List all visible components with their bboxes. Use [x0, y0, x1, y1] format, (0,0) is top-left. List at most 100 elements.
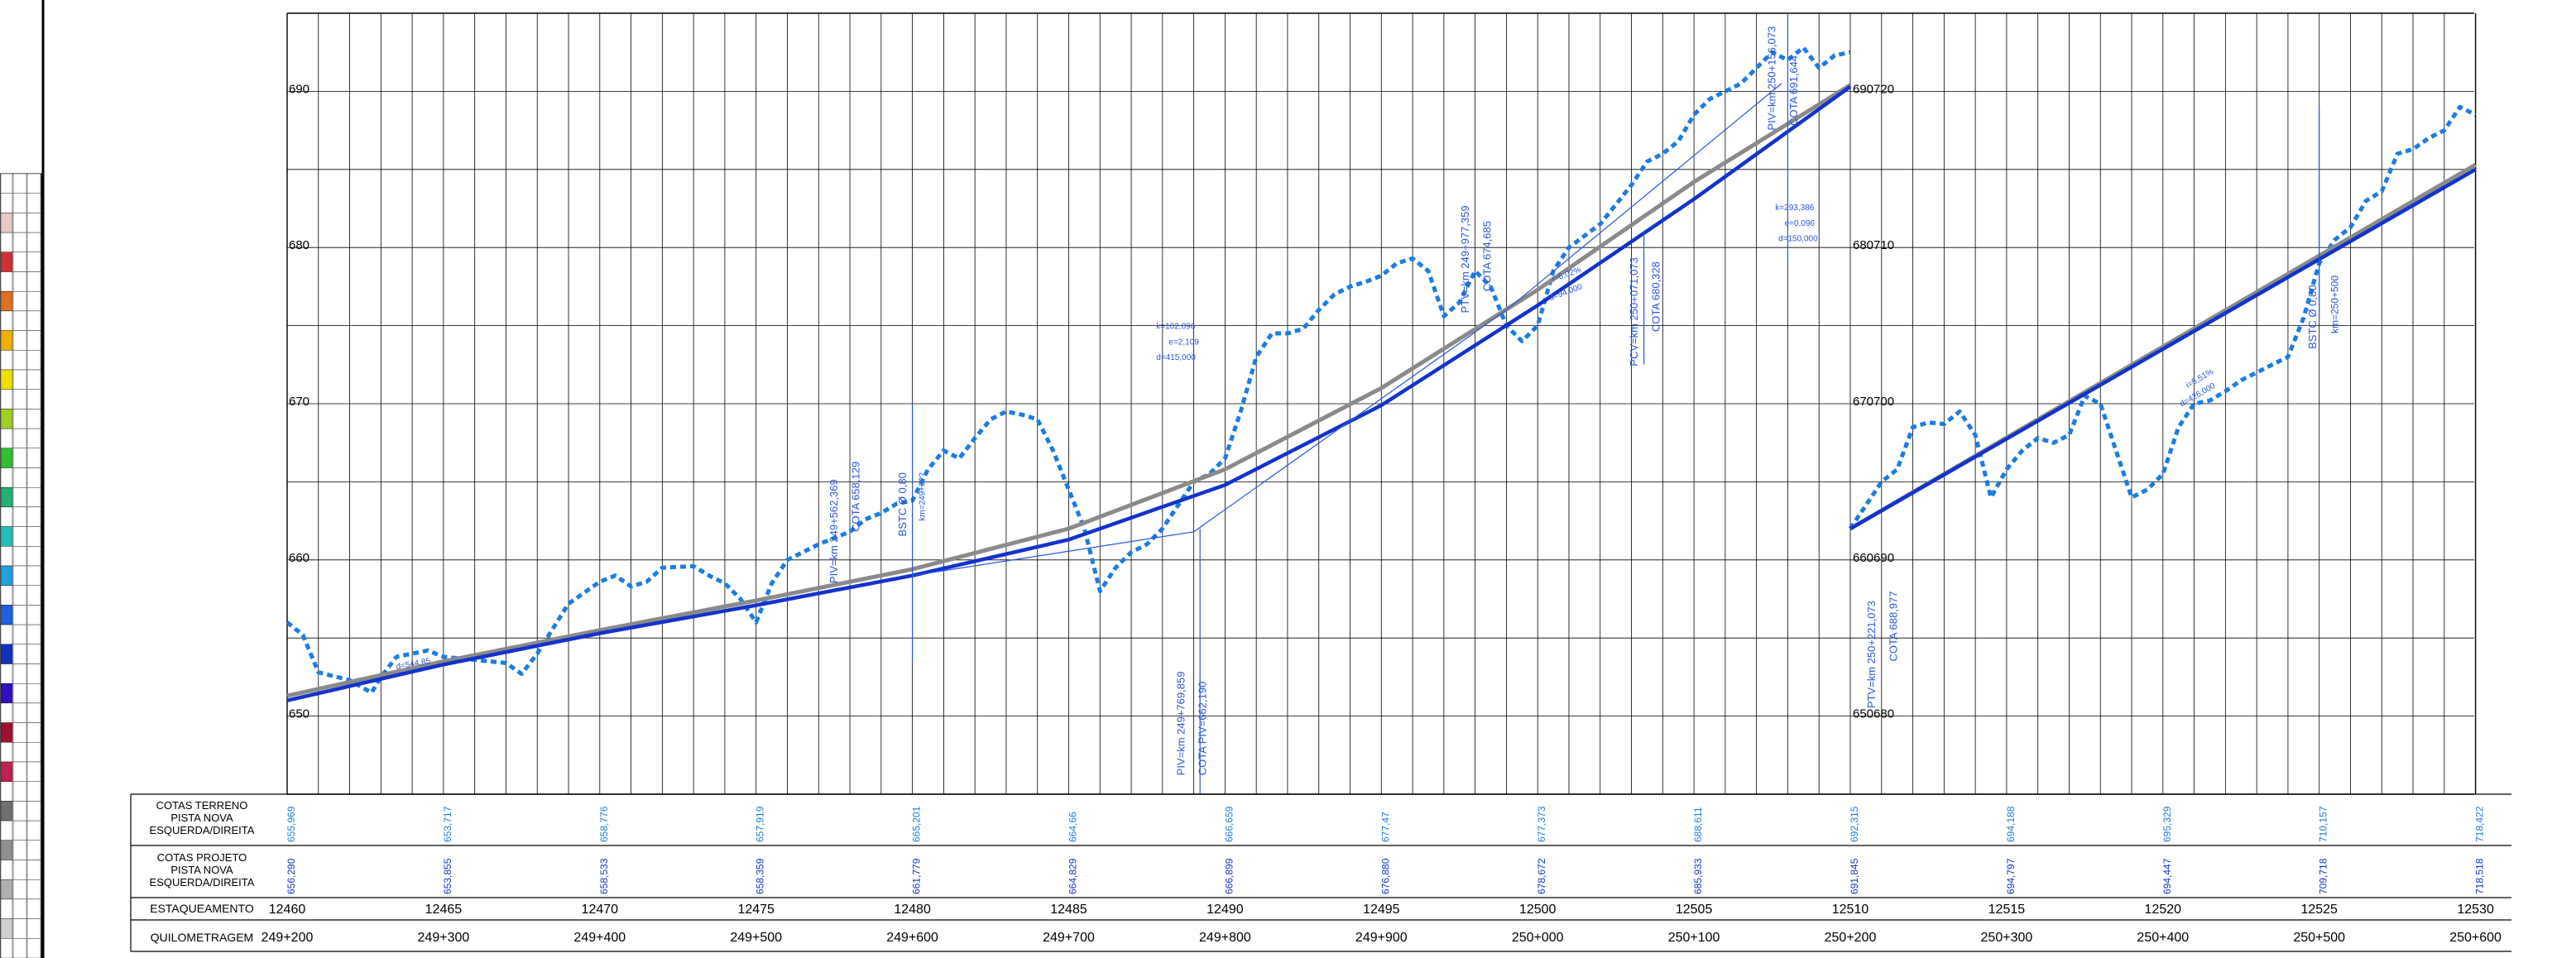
- station-value: 12495: [1363, 903, 1400, 917]
- legend-swatch: [0, 898, 13, 919]
- legend-swatch: [0, 369, 13, 390]
- terrain-elevation-value: 694,188: [2005, 806, 2017, 842]
- vertical-annotation: PIV=km 249+562,369: [827, 479, 840, 583]
- terrain-elevation-value: 718,422: [2474, 806, 2486, 842]
- profile-series: [285, 46, 2477, 702]
- design-row-label: COTAS PROJETO: [157, 851, 247, 864]
- terrain-elevation-value: 710,157: [2318, 806, 2329, 842]
- legend-swatch: [0, 860, 13, 880]
- vertical-annotation: COTA 674,685: [1480, 221, 1493, 291]
- vertical-curve-annotations: PIV=km 249+562,369 COTA 658,129 BSTC Ø 0,8…: [396, 13, 2340, 794]
- legend-swatch-cell: [26, 173, 41, 194]
- legend-swatch: [0, 585, 13, 606]
- legend-swatch: [0, 487, 13, 508]
- legend-swatch-cell: [26, 898, 41, 919]
- legend-swatch-cell: [12, 585, 27, 606]
- station-value: 12475: [737, 903, 775, 917]
- legend-swatch-cell: [12, 350, 27, 371]
- legend-swatch: [0, 409, 13, 429]
- legend-swatch: [0, 624, 13, 644]
- station-value: 12500: [1519, 903, 1557, 917]
- legend-swatch-cell: [12, 448, 27, 468]
- km-value: 249+400: [573, 931, 626, 945]
- legend-swatch-cell: [26, 918, 41, 939]
- legend-swatch-cell: [26, 683, 41, 704]
- color-legend-strip: [0, 173, 42, 958]
- curve-parameter-label: e=2,109: [1168, 338, 1199, 347]
- legend-swatch-cell: [12, 565, 27, 586]
- station-value: 12520: [2145, 903, 2182, 917]
- design-elevation-value: 664,829: [1067, 858, 1079, 894]
- legend-swatch-cell: [26, 840, 41, 860]
- legend-swatch-cell: [12, 898, 27, 919]
- km-row-label: QUILOMETRAGEM: [151, 931, 253, 944]
- legend-swatch-cell: [12, 389, 27, 410]
- legend-swatch: [0, 271, 13, 292]
- legend-swatch-cell: [12, 330, 27, 351]
- legend-swatch-cell: [26, 232, 41, 253]
- station-value: 12505: [1676, 903, 1713, 917]
- legend-swatch: [0, 938, 13, 958]
- legend-swatch-cell: [26, 271, 41, 292]
- legend-swatch: [0, 663, 13, 684]
- legend-swatch-cell: [26, 506, 41, 527]
- legend-swatch: [0, 173, 13, 194]
- legend-swatch-cell: [12, 526, 27, 547]
- legend-swatch: [0, 879, 13, 900]
- design-right-line: [1849, 167, 2477, 530]
- legend-swatch-cell: [26, 585, 41, 606]
- legend-swatch-cell: [12, 506, 27, 527]
- vertical-annotation: PIV=km 250+156,073: [1765, 26, 1777, 131]
- legend-swatch-cell: [12, 683, 27, 704]
- legend-swatch-cell: [26, 781, 41, 802]
- terrain-elevation-value: 665,201: [911, 806, 923, 842]
- legend-swatch-cell: [26, 820, 41, 841]
- legend-swatch-cell: [26, 467, 41, 488]
- legend-swatch-cell: [26, 310, 41, 331]
- vertical-annotation: km=250+500: [2329, 275, 2340, 333]
- legend-swatch: [0, 683, 13, 704]
- km-value: 250+100: [1668, 931, 1720, 945]
- legend-swatch-cell: [12, 173, 27, 194]
- legend-swatch-cell: [12, 742, 27, 763]
- km-value: 250+500: [2293, 931, 2345, 945]
- legend-swatch-cell: [26, 722, 41, 743]
- legend-swatch-cell: [26, 213, 41, 233]
- legend-swatch-cell: [26, 860, 41, 880]
- legend-swatch: [0, 389, 13, 410]
- station-value: 12460: [269, 903, 306, 917]
- legend-swatch: [0, 350, 13, 371]
- km-value: 249+500: [730, 931, 782, 945]
- legend-swatch: [0, 781, 13, 802]
- station-value: 12515: [1988, 903, 2026, 917]
- legend-swatch-cell: [12, 801, 27, 821]
- km-value: 249+900: [1355, 931, 1408, 945]
- terrain-elevation-value: 653,717: [442, 806, 453, 842]
- vertical-annotation: PTV=km 250+221,073: [1865, 601, 1878, 708]
- km-value: 249+200: [261, 931, 314, 945]
- station-row-label: ESTAQUEAMENTO: [150, 902, 254, 915]
- legend-swatch-cell: [12, 369, 27, 390]
- legend-swatch: [0, 232, 13, 253]
- curve-parameter-label: e=0,096: [1785, 219, 1816, 228]
- km-value: 250+400: [2137, 931, 2189, 945]
- elevation-tick-right: 690720: [1853, 82, 1894, 96]
- legend-swatch: [0, 448, 13, 468]
- legend-swatch: [0, 742, 13, 763]
- design-row-label: ESQUERDA/DIREITA: [150, 876, 255, 889]
- legend-swatch-cell: [12, 291, 27, 312]
- legend-swatch: [0, 251, 13, 272]
- station-value: 12480: [894, 903, 931, 917]
- design-elevation-value: 653,855: [442, 858, 453, 894]
- legend-swatch-cell: [26, 409, 41, 429]
- legend-swatch-cell: [26, 761, 41, 782]
- legend-swatch-cell: [26, 369, 41, 390]
- legend-swatch: [0, 428, 13, 448]
- legend-swatch: [0, 722, 13, 743]
- design-elevation-value: 666,899: [1223, 858, 1235, 894]
- design-elevation-value: 709,718: [2318, 858, 2329, 894]
- km-value: 249+700: [1043, 931, 1095, 945]
- legend-swatch-cell: [12, 624, 27, 644]
- vertical-annotation: COTA 691,644: [1787, 55, 1800, 126]
